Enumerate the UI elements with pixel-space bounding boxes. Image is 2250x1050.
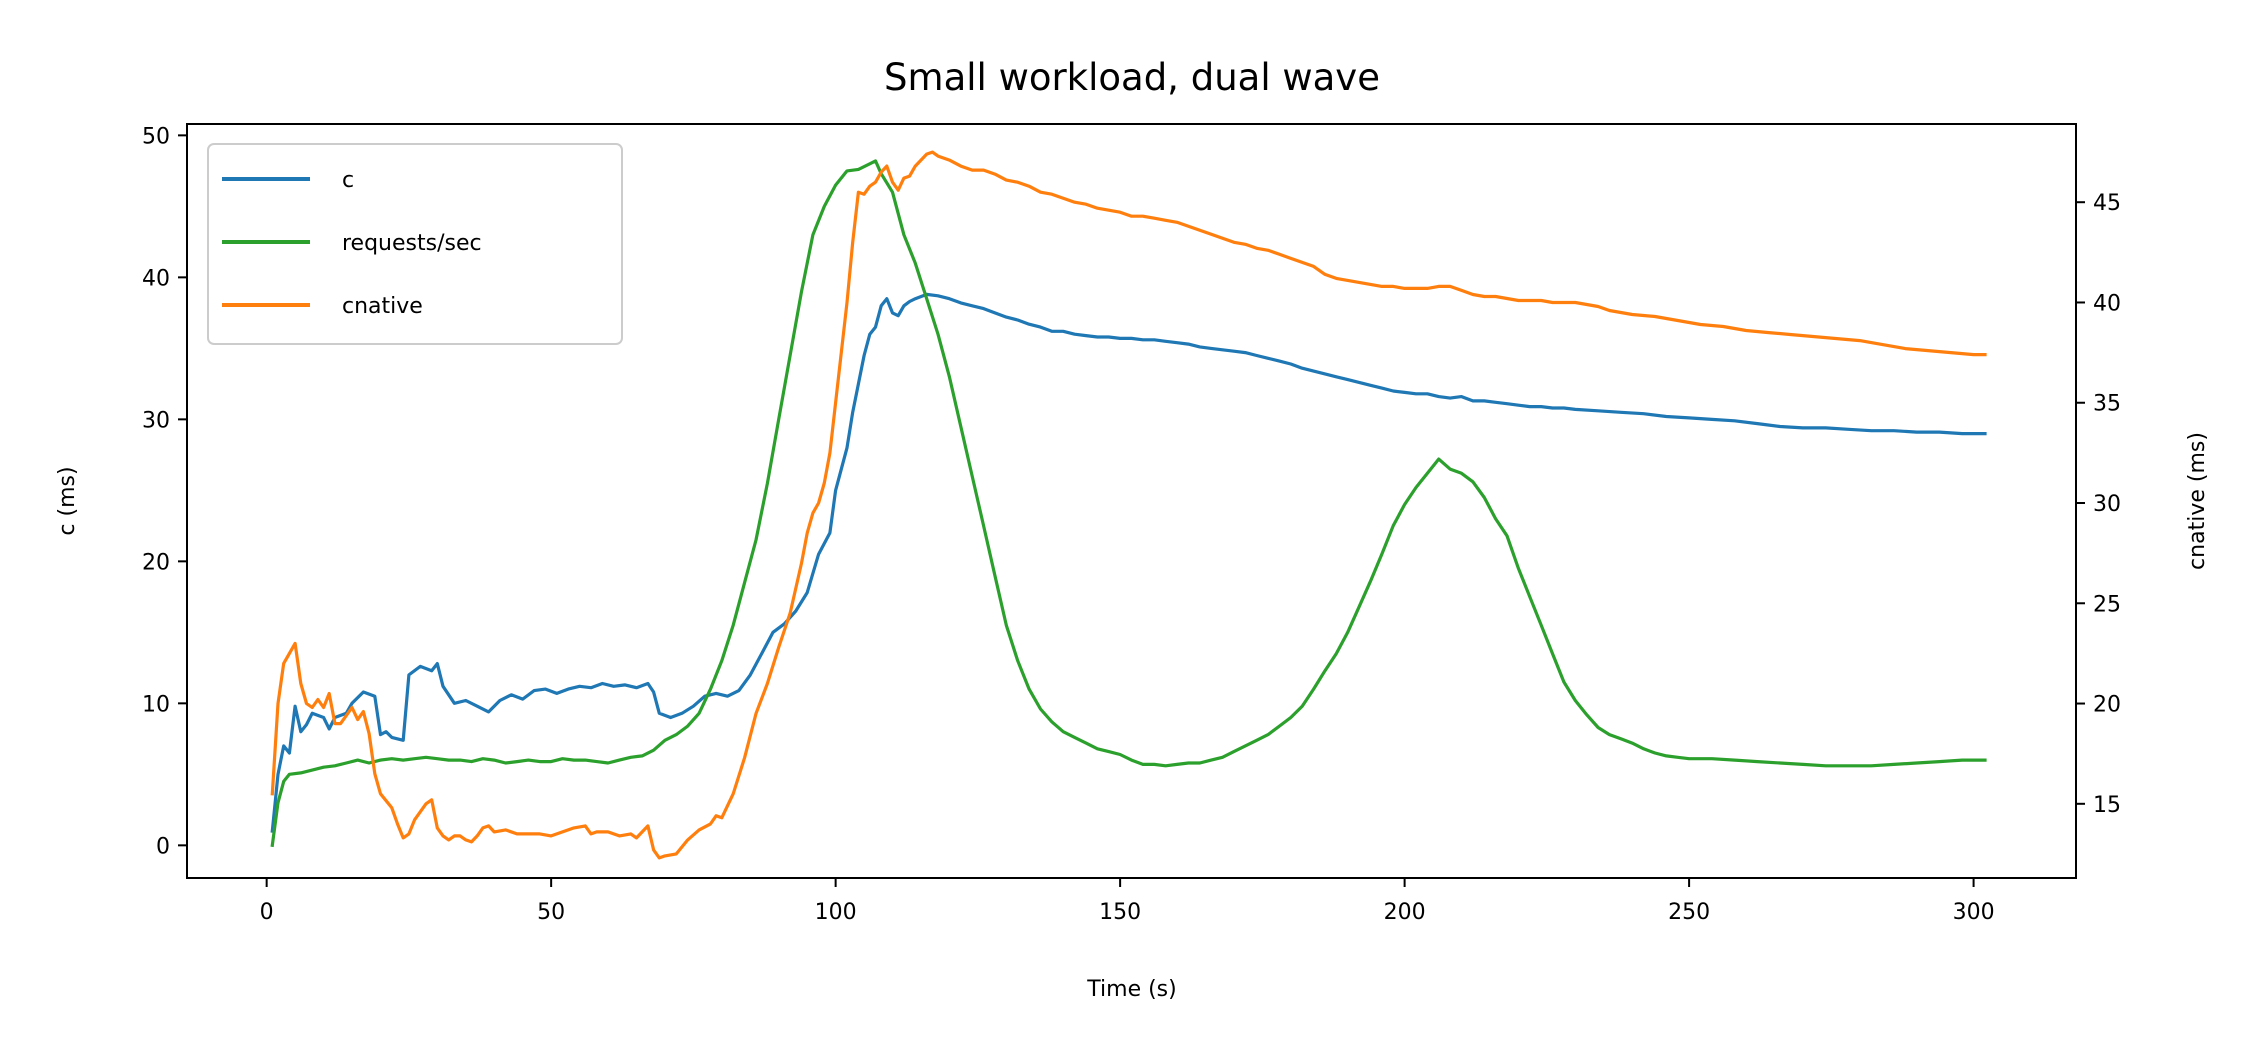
x-tick-label: 100 [815,900,857,925]
x-tick-label: 0 [260,900,274,925]
legend-label-c: c [342,168,354,193]
x-axis-label: Time (s) [1086,977,1176,1002]
series-line-requests-sec [270,159,1987,848]
y-tick-label-right: 40 [2093,291,2121,316]
legend-label-cnative: cnative [342,294,423,319]
y-tick-label-left: 20 [142,550,170,575]
legend-box [207,143,623,345]
y-tick-label-left: 30 [142,408,170,433]
y-axis-right: 15 20 25 30 35 40 45 [2076,191,2121,818]
y-tick-label-left: 40 [142,266,170,291]
y-axis-label-left: c (ms) [55,466,80,535]
y-axis-label-right: cnative (ms) [2185,432,2210,570]
chart-title: Small workload, dual wave [884,56,1380,99]
y-tick-label-left: 0 [156,834,170,859]
series-line-c [270,292,1987,833]
y-tick-label-right: 25 [2093,592,2121,617]
x-tick-label: 50 [537,900,565,925]
x-tick-label: 250 [1668,900,1710,925]
legend: c requests/sec cnative [207,143,623,345]
y-tick-label-right: 35 [2093,392,2121,417]
y-tick-label-right: 45 [2093,191,2121,216]
series-line-cnative [270,150,1987,860]
y-axis-left: 0 10 20 30 40 50 [142,124,187,859]
legend-label-requests-sec: requests/sec [342,231,482,256]
y-tick-label-right: 30 [2093,492,2121,517]
x-tick-label: 200 [1384,900,1426,925]
y-tick-label-right: 20 [2093,693,2121,718]
y-tick-label-left: 50 [142,124,170,149]
y-tick-label-right: 15 [2093,793,2121,818]
x-tick-label: 300 [1953,900,1995,925]
plot-area-frame [186,123,2077,879]
x-axis: 0 50 100 150 200 250 300 [260,878,1995,925]
y-tick-label-left: 10 [142,692,170,717]
x-tick-label: 150 [1099,900,1141,925]
series-layer [270,150,1987,860]
